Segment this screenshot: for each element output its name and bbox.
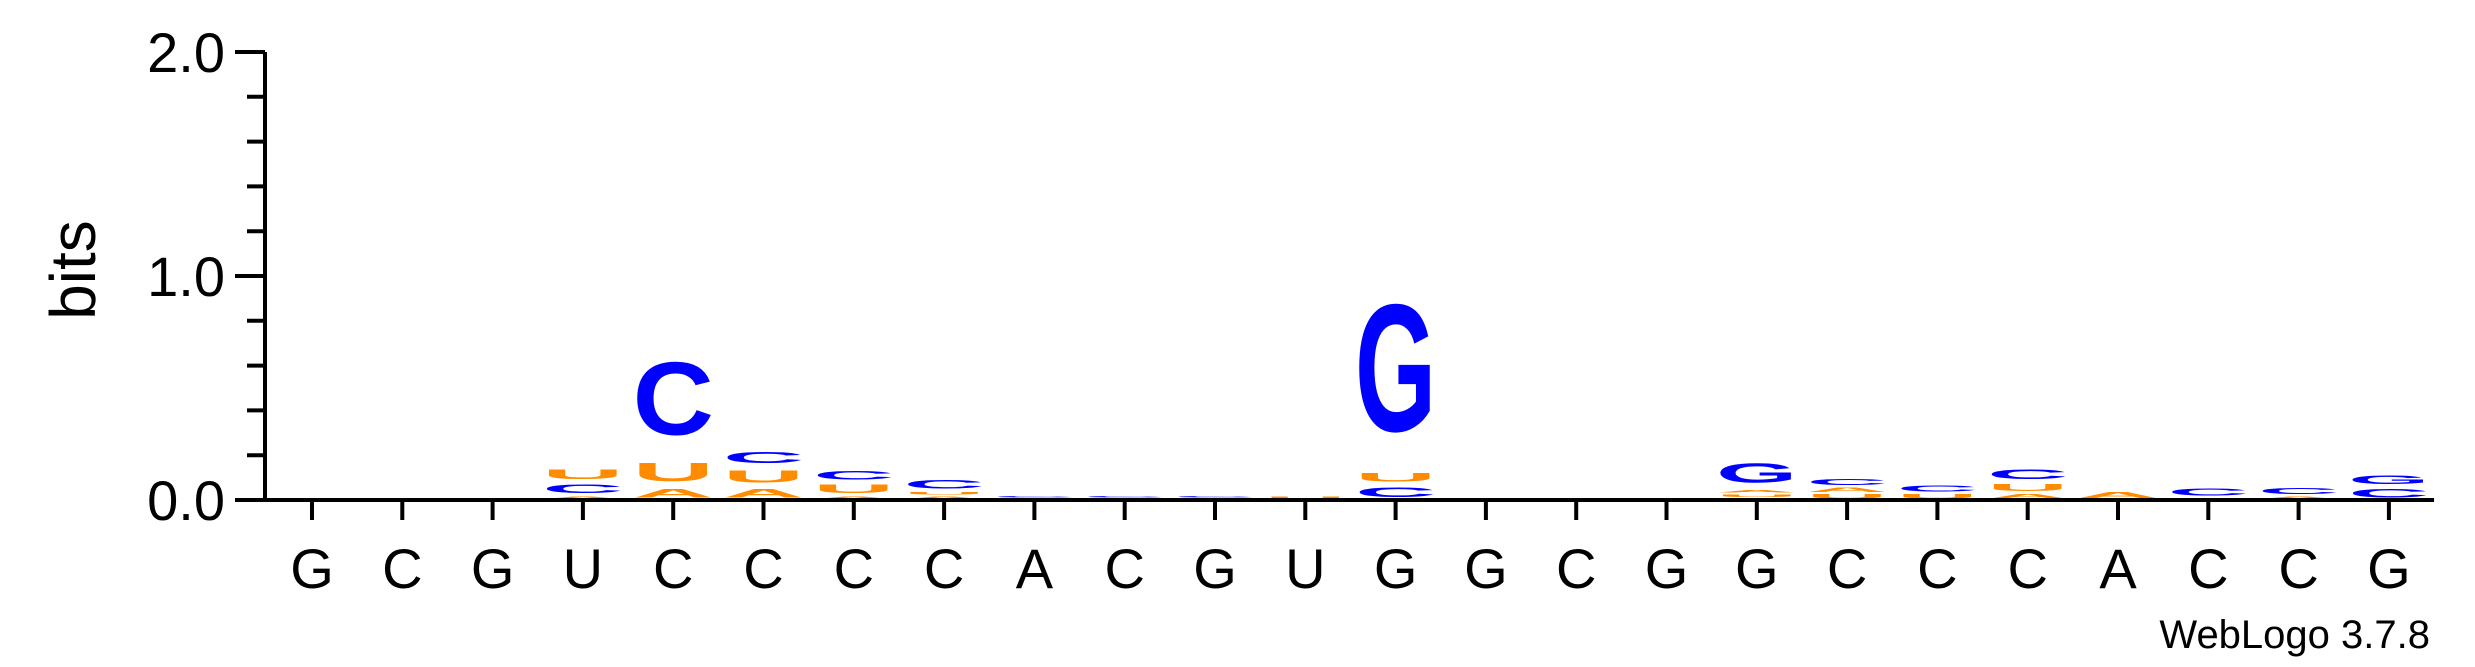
logo-glyph-c: C xyxy=(542,482,623,495)
x-tick-label: G xyxy=(1645,537,1689,600)
x-tick-label: C xyxy=(2007,537,2047,600)
logo-glyph-u: U xyxy=(723,467,804,487)
logo-glyph-a: A xyxy=(903,496,984,500)
x-tick-label: U xyxy=(563,537,603,600)
logo-glyph-u: U xyxy=(813,482,894,495)
logo-glyph-a: A xyxy=(542,496,623,500)
logo-glyph-u: U xyxy=(542,466,623,482)
logo-glyph-c: C xyxy=(2258,487,2339,496)
x-tick-label: C xyxy=(1827,537,1867,600)
logo-glyph-a: A xyxy=(1806,487,1887,494)
logo-glyph-c: C xyxy=(2168,487,2249,498)
x-tick-label: C xyxy=(743,537,783,600)
x-tick-label: A xyxy=(2099,537,2137,600)
logo-glyph-u: U xyxy=(1355,471,1436,484)
logo-glyph-c: C xyxy=(1355,484,1436,500)
x-tick-label: C xyxy=(1556,537,1596,600)
x-tick-label: G xyxy=(290,537,334,600)
logo-glyph-a: A xyxy=(813,496,894,500)
logo-glyph-c: C xyxy=(633,340,714,456)
x-tick-label: C xyxy=(653,537,693,600)
x-tick-label: A xyxy=(1016,537,1054,600)
logo-glyph-g: G xyxy=(1355,268,1436,470)
x-tick-label: C xyxy=(2278,537,2318,600)
logo-glyph-g: G xyxy=(1716,458,1797,489)
logo-glyph-c: C xyxy=(994,496,1075,498)
logo-glyph-c: C xyxy=(1174,496,1255,498)
logo-glyph-a: A xyxy=(723,487,804,500)
y-axis-title: bits xyxy=(37,220,109,320)
x-tick-label: C xyxy=(382,537,422,600)
x-tick-label: C xyxy=(1917,537,1957,600)
logo-glyph-c: C xyxy=(723,449,804,467)
x-tick-label: C xyxy=(924,537,964,600)
logo-glyph-a: A xyxy=(2258,496,2339,500)
logo-glyph-c: C xyxy=(1084,496,1165,498)
logo-glyph-u: U xyxy=(1265,496,1346,500)
logo-glyph-u: U xyxy=(1987,482,2068,493)
logo-glyph-c: C xyxy=(1897,484,1978,493)
x-tick-label: G xyxy=(1735,537,1779,600)
logo-glyph-u: U xyxy=(1716,493,1797,497)
weblogo-credit: WebLogo 3.7.8 xyxy=(2159,613,2430,657)
x-tick-label: G xyxy=(1464,537,1508,600)
x-tick-label: C xyxy=(2188,537,2228,600)
y-axis: 0.0 1.0 2.0 xyxy=(147,21,267,532)
y-tick-label: 1.0 xyxy=(147,245,225,308)
x-tick-label: G xyxy=(2367,537,2411,600)
x-tick-label: C xyxy=(834,537,874,600)
x-tick-label: U xyxy=(1285,537,1325,600)
logo-glyph-u: U xyxy=(633,458,714,487)
y-tick-label: 2.0 xyxy=(147,21,225,84)
logo-glyph-u: U xyxy=(903,491,984,495)
x-tick-label: G xyxy=(1374,537,1418,600)
logo-glyph-a: A xyxy=(1716,489,1797,493)
x-tick-label: C xyxy=(1104,537,1144,600)
y-tick-label: 0.0 xyxy=(147,469,225,532)
x-tick-label: G xyxy=(471,537,515,600)
logo-glyph-a: A xyxy=(1987,493,2068,500)
logo-glyph-c: C xyxy=(1806,478,1887,487)
logo-glyph-u: U xyxy=(1806,493,1887,500)
logo-glyph-a: A xyxy=(2077,491,2158,500)
logo-glyph-u: U xyxy=(1897,493,1978,500)
logo-glyph-a: A xyxy=(633,487,714,500)
logo-glyph-g: G xyxy=(2348,473,2429,486)
x-tick-label: G xyxy=(1193,537,1237,600)
logo-glyph-c: C xyxy=(2348,487,2429,500)
logo-glyph-c: C xyxy=(813,469,894,482)
logo-glyph-c: C xyxy=(903,478,984,491)
logo-glyph-c: C xyxy=(1987,466,2068,482)
